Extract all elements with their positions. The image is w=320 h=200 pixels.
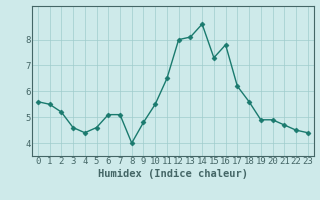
X-axis label: Humidex (Indice chaleur): Humidex (Indice chaleur) (98, 169, 248, 179)
